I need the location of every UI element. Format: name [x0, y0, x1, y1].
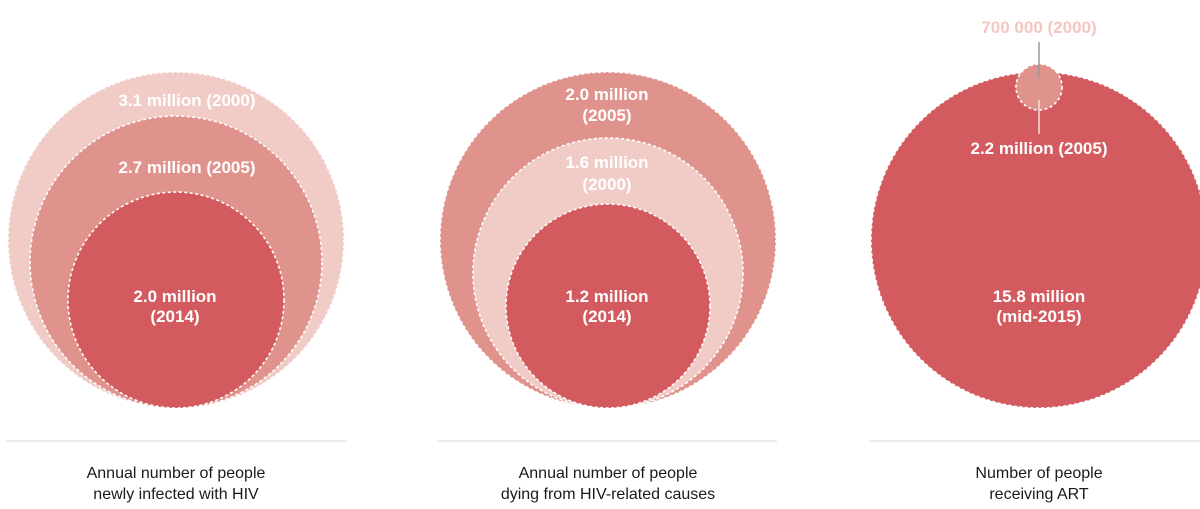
caption-3-line-1: Number of people — [975, 465, 1102, 482]
caption-3-line-2: receiving ART — [989, 486, 1089, 503]
bubble-2-0-million-2014 — [67, 191, 285, 409]
label-2-0-million: 2.0 million — [133, 287, 216, 306]
panel-art: 700 000 (2000) 2.2 million (2005) 15.8 m… — [869, 18, 1200, 503]
label-2-7-million-2005: 2.7 million (2005) — [119, 158, 256, 177]
label-2014: (2014) — [150, 307, 199, 326]
caption-1-line-1: Annual number of people — [87, 465, 266, 482]
label-2-0-million-2005-line-1: 2.0 million — [565, 85, 648, 104]
label-2-2-million-2005: 2.2 million (2005) — [971, 139, 1108, 158]
label-2-0-million-2005-line-2: (2005) — [582, 106, 631, 125]
panel-new-infections: 3.1 million (2000) 2.7 million (2005) 2.… — [6, 71, 347, 503]
label-15-8-million: 15.8 million — [993, 287, 1086, 306]
caption-2-line-1: Annual number of people — [519, 465, 698, 482]
label-3-1-million-2000: 3.1 million (2000) — [119, 91, 256, 110]
label-mid-2015: (mid-2015) — [996, 307, 1081, 326]
label-700-000-2000: 700 000 (2000) — [981, 18, 1096, 37]
bubble-1-2-million-2014 — [505, 203, 711, 409]
label-1-6-million-2000-line-1: 1.6 million — [565, 153, 648, 172]
panel-deaths: 2.0 million (2005) 1.6 million (2000) 1.… — [437, 71, 777, 503]
caption-1-line-2: newly infected with HIV — [93, 486, 259, 503]
label-1-2-million: 1.2 million — [565, 287, 648, 306]
caption-2-line-2: dying from HIV-related causes — [501, 486, 715, 503]
label-1-6-million-2000-line-2: (2000) — [582, 175, 631, 194]
label-2014-b: (2014) — [582, 307, 631, 326]
bubble-15-8-million-mid-2015 — [870, 71, 1200, 409]
